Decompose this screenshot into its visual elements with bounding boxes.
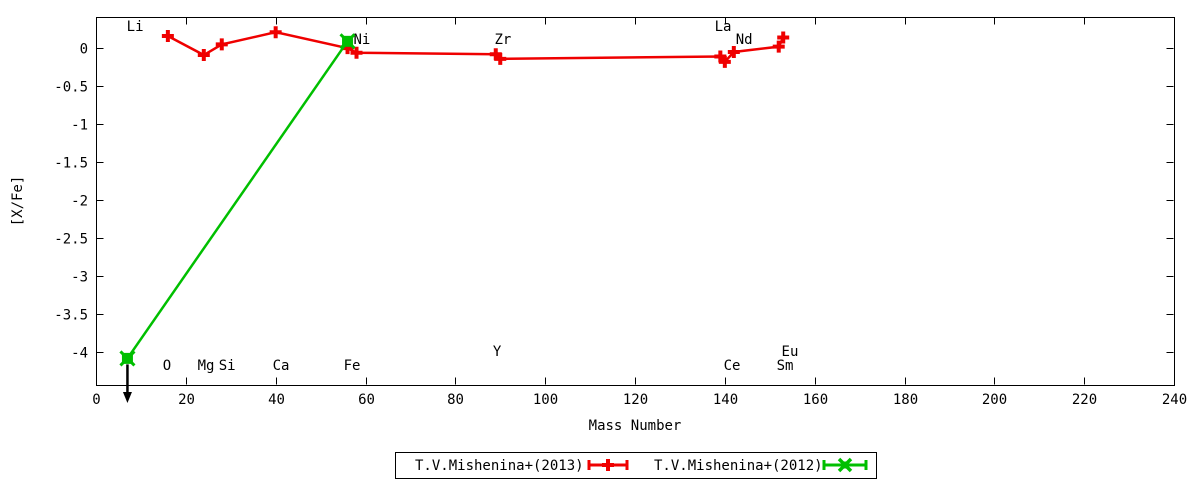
x-tick-label: 60	[358, 392, 375, 408]
y-tick-label: -0.5	[54, 80, 88, 96]
y-tick-label: -4	[71, 346, 88, 362]
x-tick-label: 40	[268, 392, 285, 408]
series-line	[126, 40, 349, 360]
series-t-v-mishenina-2013-	[161, 26, 790, 68]
legend: T.V.Mishenina+(2013) T.V.Mishenina+(2012)	[395, 452, 877, 479]
data-point-sm	[772, 40, 785, 53]
series-t-v-mishenina-2012-	[119, 33, 356, 403]
x-tick-label: 140	[713, 392, 738, 408]
element-label-mg: Mg	[198, 358, 215, 374]
data-point-li	[119, 350, 136, 367]
x-tick-label: 220	[1072, 392, 1097, 408]
element-label-li: Li	[127, 19, 144, 35]
legend-marker-plus	[602, 459, 614, 471]
legend-item-2013-label: T.V.Mishenina+(2013)	[415, 458, 584, 474]
element-label-nd: Nd	[736, 32, 753, 48]
x-tick-label: 20	[178, 392, 195, 408]
x-tick-label: 120	[623, 392, 648, 408]
x-axis-title: Mass Number	[589, 418, 682, 434]
element-label-si: Si	[219, 358, 236, 374]
data-point-zr	[494, 52, 507, 65]
x-tick-label: 100	[533, 392, 558, 408]
y-tick-label: -1.5	[54, 156, 88, 172]
upper-limit-arrow	[122, 364, 132, 403]
legend-sample-2013	[587, 459, 629, 471]
element-label-o: O	[163, 358, 171, 374]
x-tick-label: 160	[803, 392, 828, 408]
legend-item-2012-label: T.V.Mishenina+(2012)	[654, 458, 823, 474]
data-point-o	[161, 30, 174, 43]
y-tick-label: 0	[80, 42, 88, 58]
element-label-zr: Zr	[495, 32, 512, 48]
element-label-ni: Ni	[353, 32, 370, 48]
element-label-y: Y	[493, 344, 502, 360]
y-axis-title: [X/Fe]	[10, 176, 26, 227]
x-tick-label: 0	[92, 392, 100, 408]
data-point-mg	[197, 49, 210, 62]
legend-box	[395, 452, 877, 479]
data-point-ni	[350, 46, 363, 59]
x-tick-label: 240	[1162, 392, 1187, 408]
data-point-nd	[727, 45, 740, 58]
data-point-ca	[269, 26, 282, 39]
x-tick-label: 200	[982, 392, 1007, 408]
y-tick-label: -1	[71, 118, 88, 134]
x-tick-label: 80	[447, 392, 464, 408]
data-point-eu	[777, 31, 790, 44]
series-line	[167, 30, 785, 64]
y-tick-label: -3	[71, 270, 88, 286]
y-tick-label: -2.5	[54, 232, 88, 248]
element-label-ca: Ca	[273, 358, 290, 374]
data-point-ni	[339, 33, 356, 50]
element-label-fe: Fe	[344, 358, 361, 374]
element-label-eu: Eu	[782, 344, 799, 360]
element-label-la: La	[715, 19, 732, 35]
data-point-ce	[718, 55, 731, 68]
y-tick-label: -3.5	[54, 308, 88, 324]
element-label-ce: Ce	[724, 358, 741, 374]
data-point-si	[215, 38, 228, 51]
plot-border	[96, 17, 1175, 386]
element-label-sm: Sm	[777, 358, 794, 374]
x-tick-label: 180	[893, 392, 918, 408]
legend-sample-2012	[822, 457, 868, 473]
y-tick-label: -2	[71, 194, 88, 210]
